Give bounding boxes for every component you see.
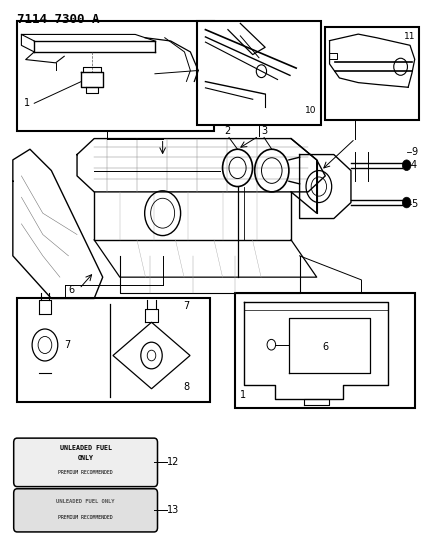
Bar <box>235 293 415 408</box>
Text: 11: 11 <box>404 32 415 41</box>
Text: 9: 9 <box>411 147 417 157</box>
Bar <box>197 21 321 125</box>
Text: 6: 6 <box>322 342 328 352</box>
FancyBboxPatch shape <box>14 489 158 532</box>
FancyBboxPatch shape <box>14 438 158 487</box>
Text: 13: 13 <box>167 505 179 515</box>
Text: UNLEADED FUEL ONLY: UNLEADED FUEL ONLY <box>56 499 115 504</box>
Circle shape <box>402 197 411 208</box>
Text: UNLEADED FUEL: UNLEADED FUEL <box>59 446 112 451</box>
Text: PREMIUM RECOMMENDED: PREMIUM RECOMMENDED <box>58 515 113 520</box>
Text: 1: 1 <box>240 390 246 400</box>
Text: 8: 8 <box>184 382 190 392</box>
Circle shape <box>402 160 411 171</box>
Text: 3: 3 <box>261 126 267 136</box>
Text: ONLY: ONLY <box>77 455 94 461</box>
Text: 5: 5 <box>411 199 417 208</box>
Text: 1: 1 <box>24 98 30 108</box>
Bar <box>325 27 419 120</box>
Text: 6: 6 <box>68 286 74 295</box>
Text: 12: 12 <box>167 457 179 467</box>
Text: 7114 7300 A: 7114 7300 A <box>17 13 100 26</box>
Text: 10: 10 <box>305 106 317 115</box>
Text: PREMIUM RECOMMENDED: PREMIUM RECOMMENDED <box>58 470 113 475</box>
Bar <box>17 298 210 402</box>
Text: 4: 4 <box>411 160 417 170</box>
Bar <box>17 21 214 131</box>
Text: 2: 2 <box>225 126 231 136</box>
Text: 7: 7 <box>184 301 190 311</box>
Text: 7: 7 <box>64 340 71 350</box>
